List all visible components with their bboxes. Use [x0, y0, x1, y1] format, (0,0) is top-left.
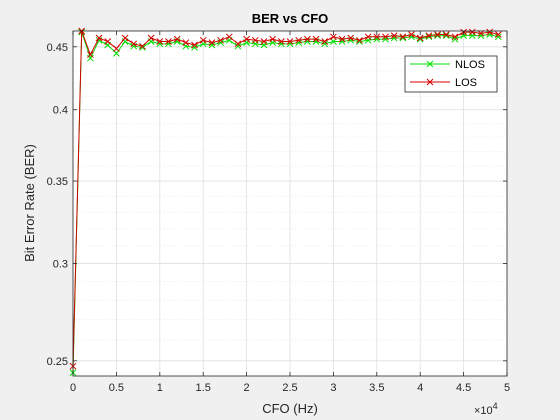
x-tick-label: 4	[417, 382, 423, 394]
data-point-los	[442, 31, 450, 38]
legend-label-nlos: NLOS	[455, 59, 485, 71]
data-point-nlos	[208, 41, 216, 49]
data-point-los	[434, 31, 441, 38]
y-tick-label: 0.35	[47, 176, 68, 188]
data-point-nlos	[494, 33, 502, 41]
series-los	[69, 27, 502, 370]
data-point-los	[182, 39, 190, 47]
data-point-los	[494, 31, 502, 38]
data-point-los	[243, 35, 250, 43]
data-point-nlos	[234, 42, 242, 50]
x-tick-label: 1.5	[196, 382, 211, 394]
data-point-los	[95, 34, 103, 42]
data-point-los	[208, 39, 216, 47]
data-point-los	[312, 35, 320, 43]
data-point-los	[451, 33, 459, 41]
data-point-los	[390, 32, 398, 39]
data-point-nlos	[434, 32, 441, 39]
data-point-los	[425, 32, 433, 39]
x-tick-label: 3	[330, 382, 336, 394]
data-point-los	[251, 36, 259, 44]
data-point-los	[330, 33, 337, 41]
data-point-nlos	[321, 40, 329, 48]
data-point-los	[113, 45, 120, 52]
data-point-los	[321, 38, 329, 45]
data-point-los	[286, 38, 294, 45]
x-tick-labels: 0 0.5 1 1.5 2 2.5 3 3.5 4 4.5 5	[70, 382, 510, 394]
data-point-los	[165, 38, 172, 45]
data-point-nlos	[477, 32, 485, 39]
x-axis-label: CFO (Hz)	[262, 401, 318, 416]
x-tick-label: 0.5	[109, 382, 124, 394]
data-point-nlos	[451, 35, 459, 43]
x-tick-label: 3.5	[369, 382, 384, 394]
data-point-los	[199, 36, 207, 44]
series-layer	[69, 27, 502, 377]
y-tick-label: 0.25	[47, 356, 68, 368]
x-exponent-power: 4	[493, 401, 498, 411]
data-point-los	[382, 33, 389, 41]
y-tick-label: 0.45	[47, 42, 68, 54]
data-point-los	[408, 31, 415, 38]
legend-label-los: LOS	[455, 77, 477, 89]
x-tick-label: 2	[244, 382, 250, 394]
data-point-los	[416, 34, 424, 42]
data-point-los	[87, 51, 94, 58]
data-point-nlos	[442, 32, 450, 39]
data-point-los	[147, 34, 155, 42]
legend-box	[404, 55, 498, 93]
data-point-los	[364, 33, 372, 41]
y-axis-label: Bit Error Rate (BER)	[22, 144, 37, 262]
data-point-los	[399, 33, 407, 41]
x-tick-label: 5	[504, 382, 510, 394]
chart-title: BER vs CFO	[252, 11, 329, 26]
data-point-los	[295, 36, 303, 44]
data-point-los	[191, 41, 198, 49]
y-tick-label: 0.4	[53, 105, 68, 117]
x-tick-label: 0	[70, 382, 76, 394]
x-tick-label: 1	[157, 382, 163, 394]
data-point-los	[338, 35, 346, 43]
data-point-nlos	[425, 33, 433, 41]
data-point-los	[304, 35, 311, 43]
data-point-los	[269, 35, 276, 43]
data-point-los	[277, 38, 285, 45]
x-exponent-label: ×104	[474, 401, 498, 417]
legend-marker-nlos	[426, 60, 434, 68]
data-point-los	[173, 35, 181, 43]
y-tick-label: 0.3	[53, 258, 68, 270]
data-point-los	[225, 33, 233, 41]
data-point-nlos	[113, 50, 120, 57]
y-tick-labels: 0.25 0.3 0.35 0.4 0.45	[47, 42, 68, 368]
legend-marker-los	[426, 78, 434, 86]
data-point-los	[347, 34, 355, 42]
data-point-los	[156, 38, 164, 45]
data-point-los	[104, 38, 112, 45]
data-point-los	[356, 36, 363, 44]
data-point-los	[486, 28, 493, 36]
x-tick-label: 2.5	[282, 382, 297, 394]
legend: NLOS LOS	[404, 55, 498, 93]
x-exponent-base: ×10	[474, 405, 493, 417]
data-point-los	[373, 33, 381, 41]
x-tick-label: 4.5	[456, 382, 471, 394]
data-point-los	[468, 28, 476, 36]
tick-marks	[72, 31, 508, 376]
data-point-nlos	[191, 44, 198, 51]
data-point-los	[234, 40, 242, 48]
data-point-los	[217, 36, 224, 44]
data-point-los	[121, 34, 129, 42]
data-point-los	[260, 38, 268, 45]
data-point-los	[139, 42, 146, 50]
data-point-los	[130, 40, 138, 48]
data-point-nlos	[338, 38, 346, 45]
